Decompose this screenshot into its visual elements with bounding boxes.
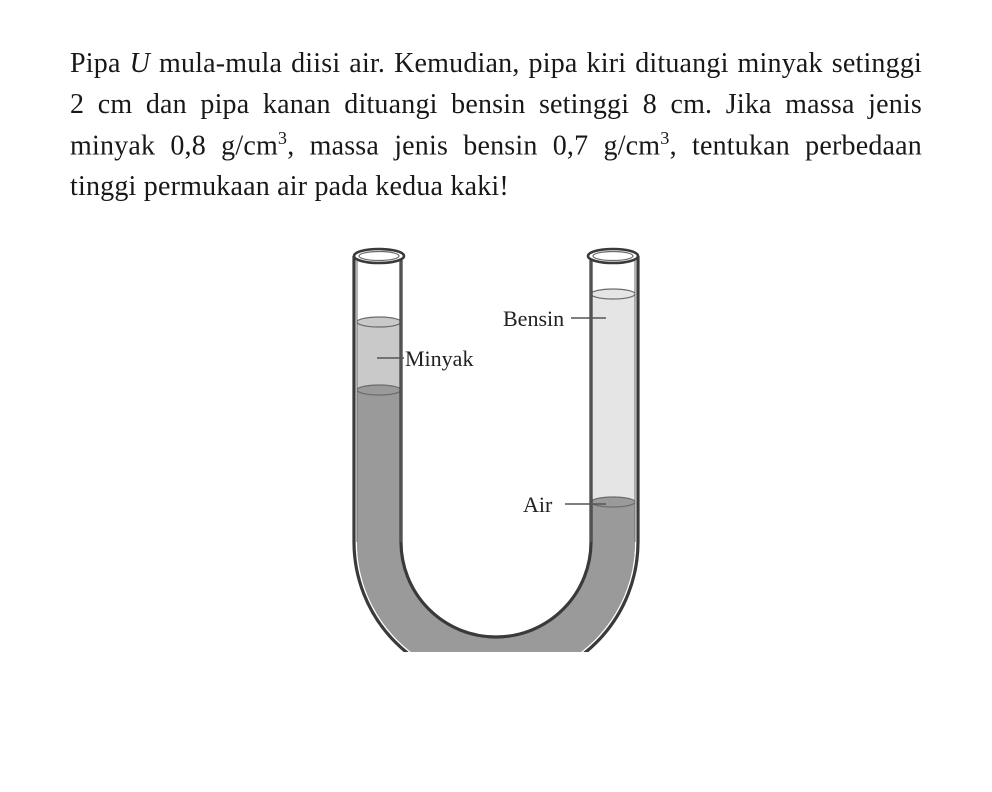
label-bensin: Bensin xyxy=(503,306,564,332)
q-sup-2: 3 xyxy=(660,128,669,148)
label-minyak: Minyak xyxy=(405,346,473,372)
question-text: Pipa U mula-mula diisi air. Kemudian, pi… xyxy=(70,44,922,208)
q-var-U: U xyxy=(130,48,150,79)
q-sup-1: 3 xyxy=(278,128,287,148)
u-tube-figure: Bensin Minyak Air xyxy=(261,222,731,652)
q-part-c: , massa jenis bensin 0,7 g/cm xyxy=(287,131,660,162)
label-air: Air xyxy=(523,492,552,518)
figure-container: Bensin Minyak Air xyxy=(70,222,922,652)
u-tube-svg xyxy=(261,222,731,652)
q-part-a: Pipa xyxy=(70,48,130,79)
